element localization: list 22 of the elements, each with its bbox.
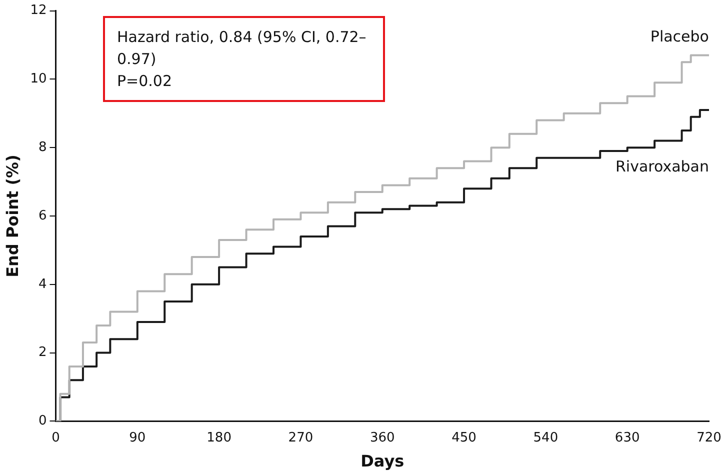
x-tick-label: 540 — [533, 430, 558, 446]
x-tick-label: 450 — [452, 430, 476, 446]
y-tick-label: 0 — [38, 414, 47, 429]
x-tick-label: 0 — [52, 430, 60, 446]
x-tick-label: 180 — [206, 430, 232, 446]
y-tick-label: 12 — [30, 3, 47, 18]
x-tick-label: 270 — [288, 430, 314, 446]
y-tick-label: 10 — [30, 72, 47, 87]
x-tick-label: 360 — [370, 430, 395, 446]
y-tick-label: 2 — [38, 345, 47, 360]
series-label: Rivaroxaban — [615, 157, 709, 176]
annotation: P=0.02 — [117, 71, 174, 92]
x-tick-label: 720 — [696, 430, 722, 446]
y-tick-label: 6 — [38, 208, 47, 224]
x-axis-title: Days — [360, 452, 404, 471]
y-axis-title: End Point (%) — [2, 154, 22, 278]
annotation: Hazard ratio, 0.84 (95% CI, 0.72–0.97) — [117, 27, 368, 70]
series-label: Placebo — [650, 28, 709, 46]
y-tick-label: 4 — [38, 276, 47, 292]
x-tick-label: 90 — [129, 430, 146, 446]
x-tick-label: 630 — [614, 430, 640, 446]
y-tick-label: 8 — [38, 140, 47, 155]
